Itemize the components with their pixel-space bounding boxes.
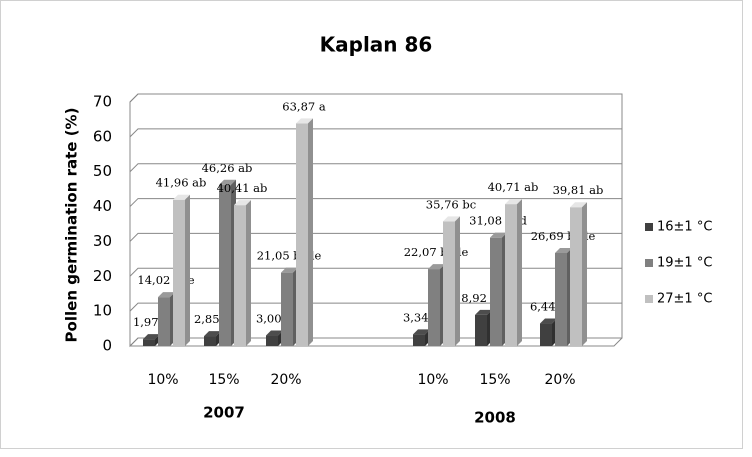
y-tick-label: 40: [93, 197, 112, 215]
bar-front: [173, 199, 185, 346]
bar-top: [570, 202, 587, 208]
grid-line: [129, 93, 622, 103]
bar-top: [490, 232, 507, 238]
bar-top: [234, 200, 251, 206]
bar: [428, 264, 445, 346]
bar-top: [281, 267, 298, 273]
grid-line: [129, 232, 622, 242]
bar: [281, 267, 298, 346]
bar: [443, 216, 460, 346]
bar-front: [555, 252, 567, 346]
y-tick-label: 20: [93, 267, 112, 285]
grid-line: [129, 163, 622, 173]
y-tick-label: 30: [93, 232, 112, 250]
bar: [296, 118, 313, 346]
grid-line: [129, 128, 622, 138]
bar-top: [219, 179, 236, 185]
bar: [158, 292, 175, 346]
x-tick-label: 20%: [544, 372, 575, 388]
bar-top: [173, 194, 190, 200]
bar-side: [308, 118, 313, 346]
bar-side: [246, 200, 251, 346]
bar-front: [204, 336, 216, 346]
bar-top: [143, 334, 160, 340]
bar-front: [158, 297, 170, 346]
y-tick-label: 50: [93, 162, 112, 180]
bar: [234, 200, 251, 346]
grid-line: [129, 198, 622, 207]
value-label: 63,87 a: [282, 99, 326, 113]
y-tick-label: 70: [93, 93, 112, 111]
value-label: 41,96 ab: [156, 176, 207, 190]
legend-swatch: [645, 259, 653, 267]
y-tick-label: 0: [102, 337, 112, 355]
y-tick-label: 60: [93, 127, 112, 145]
bar: [475, 309, 492, 346]
bar: [505, 199, 522, 346]
bar-front: [219, 184, 231, 346]
x-tick-label: 20%: [270, 372, 301, 388]
value-label: 46,26 ab: [202, 161, 253, 175]
bar-front: [505, 204, 517, 346]
bar-top: [475, 309, 492, 315]
legend-label: 16±1 °C: [657, 220, 712, 235]
bar: [173, 194, 190, 346]
bar: [219, 179, 236, 346]
bar-side: [455, 216, 460, 346]
bar-side: [517, 199, 522, 346]
bar-front: [443, 221, 455, 346]
grid-line: [129, 267, 622, 277]
value-label: 40,41 ab: [217, 181, 268, 195]
y-tick-label: 10: [93, 302, 112, 320]
bar-top: [428, 264, 445, 270]
bar-front: [490, 237, 502, 346]
x-tick-label: 10%: [417, 372, 448, 388]
grid-line: [129, 337, 622, 347]
y-axis-label: Pollen germination rate (%): [63, 108, 81, 343]
value-label: 40,71 ab: [488, 180, 539, 194]
bar: [490, 232, 507, 346]
bar-front: [143, 339, 155, 346]
bar-front: [413, 334, 425, 346]
bar-top: [555, 247, 572, 253]
legend-label: 19±1 °C: [657, 256, 712, 271]
bar-front: [540, 323, 552, 346]
bar-top: [505, 199, 522, 205]
bar-top: [158, 292, 175, 298]
grid-line: [129, 302, 622, 312]
x-tick-label: 10%: [147, 372, 178, 388]
chart-title: Kaplan 86: [320, 33, 433, 57]
bar-side: [582, 202, 587, 346]
legend-swatch: [645, 223, 653, 231]
bar-front: [570, 207, 582, 346]
bar-side: [185, 194, 190, 346]
legend-swatch: [645, 295, 653, 303]
chart-border: [0, 0, 743, 449]
bar-top: [413, 329, 430, 335]
group-label: 2008: [474, 409, 516, 427]
bar-top: [296, 118, 313, 124]
legend-label: 27±1 °C: [657, 292, 712, 307]
bar: [413, 329, 430, 346]
bar-top: [540, 318, 557, 324]
bar-front: [266, 335, 278, 346]
bar: [555, 247, 572, 346]
bar: [540, 318, 557, 346]
x-tick-label: 15%: [479, 372, 510, 388]
bar-front: [475, 314, 487, 346]
bar-front: [234, 205, 246, 346]
bar-front: [428, 269, 440, 346]
group-label: 2007: [203, 404, 245, 422]
bar-top: [204, 331, 221, 337]
value-label: 35,76 bc: [426, 197, 476, 211]
bar-top: [266, 330, 283, 336]
x-tick-label: 15%: [208, 372, 239, 388]
bar-front: [296, 123, 308, 346]
bar-front: [281, 272, 293, 346]
bar: [570, 202, 587, 346]
bar-top: [443, 216, 460, 222]
value-label: 39,81 ab: [553, 183, 604, 197]
